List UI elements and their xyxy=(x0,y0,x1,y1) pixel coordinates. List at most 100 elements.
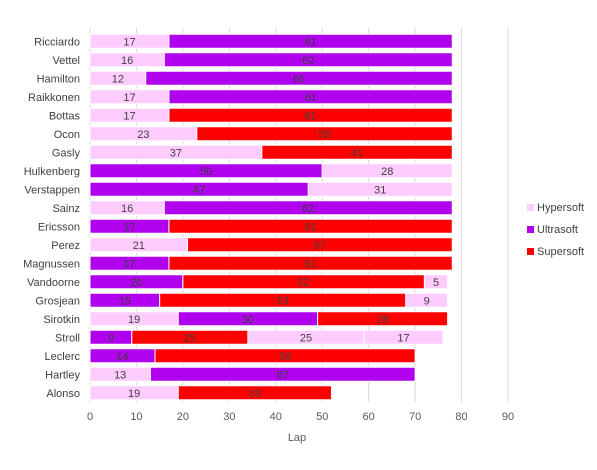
data-label: 17 xyxy=(123,221,135,233)
data-label: 33 xyxy=(249,388,261,400)
driver-label-vettel: Vettel xyxy=(52,55,80,67)
bar-segment-grosjean-3 xyxy=(405,292,449,308)
data-label: 28 xyxy=(376,314,388,326)
driver-label-vandoorne: Vandoorne xyxy=(27,277,80,289)
data-label: 57 xyxy=(277,369,289,381)
data-label: 17 xyxy=(123,92,135,104)
data-label: 17 xyxy=(123,36,135,48)
data-label: 20 xyxy=(130,277,142,289)
x-tick-label: 0 xyxy=(87,411,93,423)
driver-label-sirotkin: Sirotkin xyxy=(43,314,80,326)
data-label: 17 xyxy=(123,258,135,270)
legend-swatch-supersoft xyxy=(527,248,534,255)
bars: 17 61 16 62 12 66 17 61 17 61 23 55 37 41 50 28 47 31 16 62… xyxy=(89,33,453,401)
driver-label-ericsson: Ericsson xyxy=(38,221,80,233)
driver-label-ricciardo: Ricciardo xyxy=(34,36,80,48)
data-label: 19 xyxy=(128,314,140,326)
x-tick-label: 50 xyxy=(316,411,328,423)
data-label: 61 xyxy=(304,258,316,270)
data-label: 25 xyxy=(300,332,312,344)
x-tick-label: 10 xyxy=(130,411,142,423)
data-label: 41 xyxy=(351,147,363,159)
data-label: 5 xyxy=(433,277,439,289)
data-label: 16 xyxy=(121,55,133,67)
x-tick-label: 70 xyxy=(409,411,421,423)
bar-segment-vandoorne-3 xyxy=(423,274,449,290)
data-label: 21 xyxy=(133,240,145,252)
data-label: 9 xyxy=(424,295,430,307)
bar-segment-magnussen-2 xyxy=(168,255,453,271)
bar-segment-vettel-2 xyxy=(163,52,453,68)
data-label: 57 xyxy=(314,240,326,252)
legend-label-ultrasoft: Ultrasoft xyxy=(537,224,578,236)
data-label: 50 xyxy=(200,166,212,178)
driver-labels: Ricciardo Vettel Hamilton Raikkonen Bottas Oc… xyxy=(23,36,80,400)
x-tick-label: 80 xyxy=(455,411,467,423)
data-label: 9 xyxy=(108,332,114,344)
bar-segment-perez-2 xyxy=(187,237,453,253)
legend-swatch-ultrasoft xyxy=(527,226,534,233)
data-label: 30 xyxy=(242,314,254,326)
bar-segment-stroll-4 xyxy=(363,329,444,345)
driver-label-ocon: Ocon xyxy=(54,129,80,141)
data-label: 12 xyxy=(112,73,124,85)
driver-label-hartley: Hartley xyxy=(45,369,80,381)
driver-label-gasly: Gasly xyxy=(52,147,81,159)
data-label: 23 xyxy=(137,129,149,141)
data-label: 56 xyxy=(279,351,291,363)
driver-label-leclerc: Leclerc xyxy=(45,351,81,363)
bar-segment-hamilton-2 xyxy=(145,70,453,86)
bar-segment-ericsson-2 xyxy=(168,218,453,234)
data-label: 19 xyxy=(128,388,140,400)
x-tick-label: 90 xyxy=(502,411,514,423)
data-label: 13 xyxy=(114,369,126,381)
legend-swatch-hypersoft xyxy=(527,204,534,211)
data-label: 61 xyxy=(304,110,316,122)
legend-label-supersoft: Supersoft xyxy=(537,246,584,258)
data-label: 61 xyxy=(304,221,316,233)
bar-segment-hulkenberg-2 xyxy=(321,163,453,179)
driver-label-hulkenberg: Hulkenberg xyxy=(24,166,80,178)
x-tick-label: 30 xyxy=(223,411,235,423)
x-tick-label: 60 xyxy=(363,411,375,423)
driver-label-verstappen: Verstappen xyxy=(24,184,80,196)
bar-segment-alonso-2 xyxy=(177,385,333,401)
data-label: 61 xyxy=(304,92,316,104)
driver-label-stroll: Stroll xyxy=(55,332,80,344)
data-label: 53 xyxy=(277,295,289,307)
driver-label-raikkonen: Raikkonen xyxy=(28,92,80,104)
data-label: 25 xyxy=(184,332,196,344)
data-label: 28 xyxy=(381,166,393,178)
bar-segment-bottas-2 xyxy=(168,107,453,123)
data-label: 62 xyxy=(302,203,314,215)
x-axis-ticks: 0 10 20 30 40 50 60 70 80 90 xyxy=(87,411,514,423)
x-tick-label: 40 xyxy=(270,411,282,423)
data-label: 55 xyxy=(318,129,330,141)
bar-segment-leclerc-2 xyxy=(154,348,416,364)
data-label: 31 xyxy=(374,184,386,196)
driver-label-grosjean: Grosjean xyxy=(35,295,80,307)
data-label: 52 xyxy=(298,277,310,289)
data-label: 62 xyxy=(302,55,314,67)
x-axis-label: Lap xyxy=(288,432,306,444)
driver-label-alonso: Alonso xyxy=(46,388,80,400)
bar-segment-ricciardo-2 xyxy=(168,33,453,49)
data-label: 61 xyxy=(304,36,316,48)
bar-segment-ocon-2 xyxy=(196,126,453,142)
bar-segment-verstappen-2 xyxy=(307,181,453,197)
driver-label-sainz: Sainz xyxy=(52,203,80,215)
driver-label-bottas: Bottas xyxy=(49,110,81,122)
data-label: 15 xyxy=(119,295,131,307)
data-label: 14 xyxy=(116,351,128,363)
bar-segment-sirotkin-3 xyxy=(317,311,449,327)
data-label: 16 xyxy=(121,203,133,215)
data-label: 66 xyxy=(293,73,305,85)
x-tick-label: 20 xyxy=(177,411,189,423)
bar-segment-raikkonen-2 xyxy=(168,89,453,105)
driver-label-hamilton: Hamilton xyxy=(37,73,80,85)
bar-segment-gasly-2 xyxy=(261,144,453,160)
data-label: 47 xyxy=(193,184,205,196)
bar-segment-hartley-2 xyxy=(149,366,416,382)
